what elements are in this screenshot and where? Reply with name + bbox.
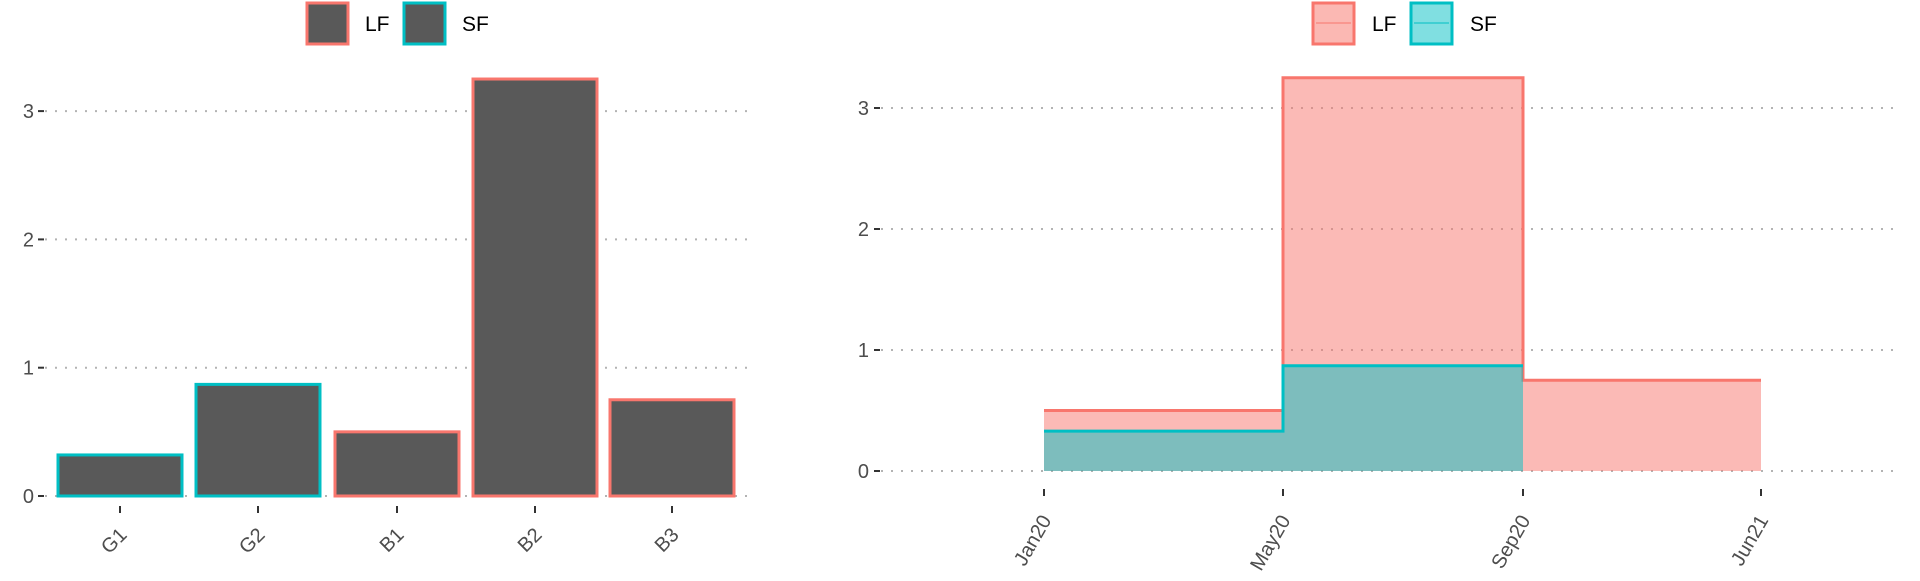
legend-label-lf: LF [365, 13, 390, 36]
legend-label-sf: SF [1470, 13, 1497, 36]
y-tick-label: 1 [23, 358, 34, 380]
x-tick-label: Sep20 [1487, 512, 1535, 573]
step-area-chart: LF SF 0 1 2 3 Jan20 May20 Sep20 Jun21 [858, 1, 1895, 575]
bar-g1 [56, 453, 184, 498]
x-tick-label: G1 [97, 524, 131, 558]
bar-chart: LF SF 0 1 2 3 G1 G2 B1 B2 B3 [23, 1, 753, 558]
bar-b3 [608, 398, 736, 498]
legend: LF SF [305, 1, 489, 46]
y-tick-label: 0 [858, 461, 869, 483]
x-tick-label: G2 [235, 524, 269, 558]
y-tick-label: 3 [23, 101, 34, 123]
x-tick-label: B2 [514, 524, 547, 557]
bar-b1 [333, 430, 461, 498]
step-line [1044, 364, 1523, 433]
area-segment [1523, 380, 1761, 471]
series-sf [1044, 364, 1523, 471]
area-segment [1283, 365, 1523, 471]
legend: LF SF [1311, 1, 1497, 46]
y-tick-label: 1 [858, 340, 869, 362]
y-tick-label: 2 [858, 219, 869, 241]
x-tick-label: May20 [1246, 512, 1295, 575]
y-tick-label: 3 [858, 98, 869, 120]
legend-key-sf [402, 1, 447, 46]
legend-label-lf: LF [1372, 13, 1397, 36]
legend-label-sf: SF [462, 13, 489, 36]
legend-key-lf [305, 1, 350, 46]
bar-b2 [471, 77, 599, 498]
bar-g2 [194, 382, 322, 498]
x-tick-label: Jun21 [1727, 512, 1773, 570]
y-tick-label: 0 [23, 486, 34, 508]
area-segment [1044, 431, 1283, 471]
x-tick-label: B3 [651, 524, 684, 557]
y-tick-label: 2 [23, 229, 34, 251]
step-line [1044, 76, 1761, 412]
x-tick-label: B1 [376, 524, 409, 557]
x-tick-label: Jan20 [1010, 512, 1056, 570]
